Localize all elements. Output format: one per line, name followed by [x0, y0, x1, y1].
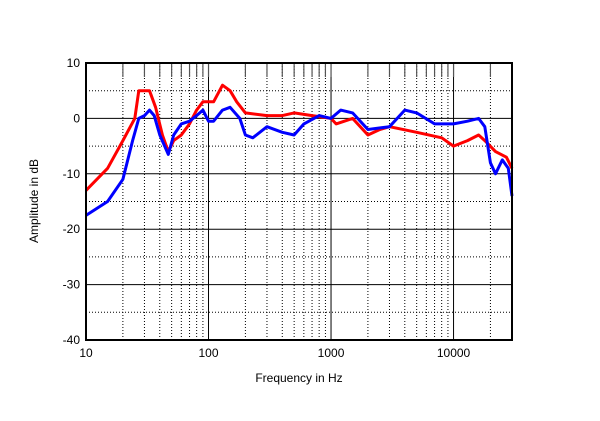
- grid: [86, 63, 512, 340]
- x-tick-label: 100: [198, 346, 218, 360]
- y-tick-label: -10: [63, 167, 81, 181]
- y-tick-label: 0: [73, 111, 80, 125]
- series-lines: [84, 83, 514, 217]
- x-tick-label: 10: [79, 346, 93, 360]
- x-tick-label: 1000: [318, 346, 345, 360]
- x-axis-label: Frequency in Hz: [255, 371, 342, 385]
- plot-frame: [85, 62, 513, 341]
- x-tick-labels: 10 100 1000 10000: [79, 346, 470, 360]
- y-tick-label: 10: [67, 56, 81, 70]
- y-axis-label: Amplitude in dB: [27, 159, 41, 243]
- y-tick-label: -30: [63, 278, 81, 292]
- series-line-blue: [85, 105, 514, 217]
- y-tick-label: -20: [63, 222, 81, 236]
- y-tick-labels: 10 0 -10 -20 -30 -40: [63, 56, 81, 347]
- series-line-red: [84, 83, 514, 192]
- x-tick-label: 10000: [437, 346, 471, 360]
- y-tick-label: -40: [63, 333, 81, 347]
